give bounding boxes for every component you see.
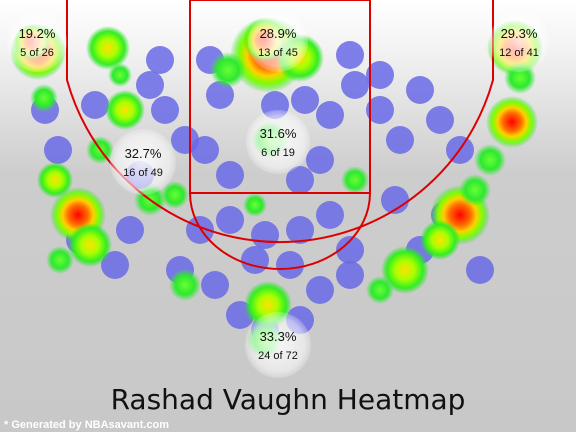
heat-blob [30, 84, 58, 112]
blue-shot-marker [316, 201, 344, 229]
heat-blob [105, 90, 145, 130]
zone-percentage: 32.7% [125, 146, 162, 161]
blue-shot-marker [316, 101, 344, 129]
zone-made-of: 5 of 26 [20, 47, 54, 59]
blue-shot-marker [136, 71, 164, 99]
heat-blob [161, 181, 189, 209]
zone-label-bubble [7, 12, 67, 72]
zone-label-bubble [248, 12, 308, 72]
blue-shot-marker [81, 91, 109, 119]
blue-shot-marker [341, 71, 369, 99]
heat-blob [381, 246, 429, 294]
zone-label: 31.6% 6 of 19 [246, 110, 310, 174]
blue-shot-marker [306, 146, 334, 174]
three-point-arc [66, 0, 494, 243]
blue-shot-marker [276, 251, 304, 279]
footnote: * Generated by NBAsavant.com [4, 419, 169, 431]
blue-shot-marker [206, 81, 234, 109]
zone-percentage: 28.9% [260, 26, 297, 41]
blue-shot-marker [286, 216, 314, 244]
blue-shot-marker [146, 46, 174, 74]
zone-label-bubble [110, 129, 176, 195]
zone-made-of: 6 of 19 [261, 147, 295, 159]
heat-blob [486, 96, 538, 148]
heat-blob [366, 276, 394, 304]
blue-shot-marker [241, 246, 269, 274]
blue-shot-marker [251, 221, 279, 249]
blue-shot-marker [381, 186, 409, 214]
heat-blob [243, 193, 267, 217]
blue-shot-marker [216, 206, 244, 234]
blue-shot-marker [466, 256, 494, 284]
blue-shot-marker [191, 136, 219, 164]
zone-label: 33.3% 24 of 72 [245, 312, 311, 378]
blue-shot-marker [44, 136, 72, 164]
blue-shot-marker [291, 86, 319, 114]
blue-shot-marker [201, 271, 229, 299]
zone-labels: 19.2% 5 of 26 28.9% 13 of 45 29.3% 12 of 41 31… [7, 12, 549, 378]
zone-made-of: 12 of 41 [499, 47, 539, 59]
zone-percentage: 33.3% [260, 329, 297, 344]
blue-shot-marker [406, 76, 434, 104]
court-lines [66, 0, 494, 270]
heat-blob [420, 220, 460, 260]
heat-blob [108, 63, 132, 87]
blue-shot-marker [286, 166, 314, 194]
blue-shot-marker [366, 96, 394, 124]
zone-made-of: 13 of 45 [258, 47, 298, 59]
blue-shot-marker [151, 96, 179, 124]
zone-label: 19.2% 5 of 26 [7, 12, 67, 72]
heat-blob [210, 52, 246, 88]
blue-shot-marker [366, 61, 394, 89]
blue-shot-marker [101, 251, 129, 279]
heat-blob [68, 223, 112, 267]
zone-label-bubble [489, 12, 549, 72]
zone-label: 29.3% 12 of 41 [489, 12, 549, 72]
heat-blob [459, 174, 491, 206]
heat-blob [46, 246, 74, 274]
heat-blob [86, 26, 130, 70]
zone-label: 28.9% 13 of 45 [248, 12, 308, 72]
zone-label: 32.7% 16 of 49 [110, 129, 176, 195]
blue-shot-marker [336, 236, 364, 264]
zone-made-of: 16 of 49 [123, 167, 163, 179]
free-throw-circle [189, 192, 371, 270]
zone-percentage: 19.2% [19, 26, 56, 41]
chart-title: Rashad Vaughn Heatmap [111, 383, 466, 416]
paint-lane [189, 0, 371, 194]
zone-percentage: 29.3% [501, 26, 538, 41]
blue-shot-marker [306, 276, 334, 304]
zone-label-bubble [245, 312, 311, 378]
blue-shot-marker [336, 261, 364, 289]
heat-blob [341, 166, 369, 194]
blue-shot-marker [336, 41, 364, 69]
zone-percentage: 31.6% [260, 126, 297, 141]
heat-blob [169, 269, 201, 301]
blue-shot-marker [426, 106, 454, 134]
blue-shot-marker [116, 216, 144, 244]
blue-shot-marker [386, 126, 414, 154]
heat-blob [474, 144, 506, 176]
heat-blob [37, 162, 73, 198]
zone-made-of: 24 of 72 [258, 350, 298, 362]
blue-shot-marker [216, 161, 244, 189]
zone-label-bubble [246, 110, 310, 174]
